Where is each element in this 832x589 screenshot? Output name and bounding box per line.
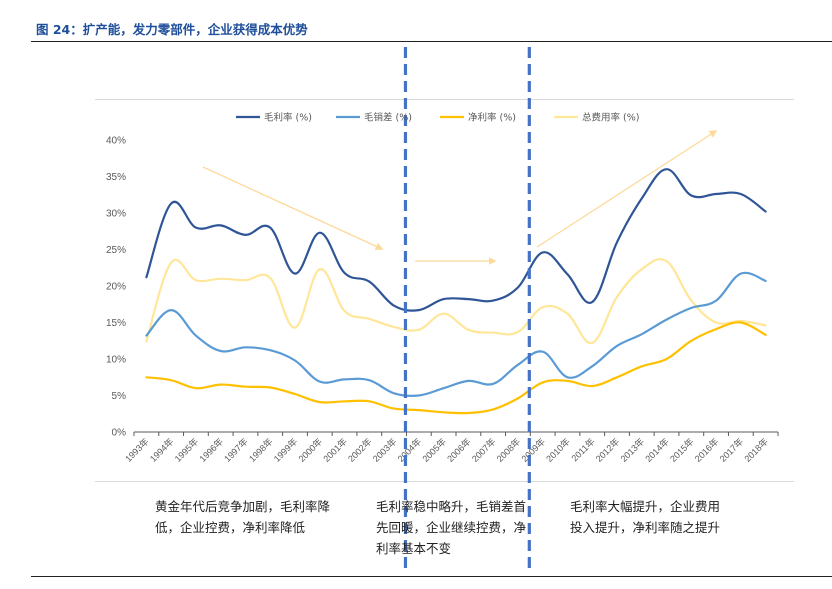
x-tick-label: 1996年 xyxy=(197,436,225,464)
legend-label: 总费用率 (%) xyxy=(582,112,639,124)
x-tick-label: 1998年 xyxy=(246,436,274,464)
chart-bottom-border xyxy=(95,481,794,482)
x-tick-label: 1993年 xyxy=(122,436,150,464)
y-tick-label: 0% xyxy=(112,428,127,439)
x-tick-label: 2017年 xyxy=(717,436,745,464)
y-tick-label: 30% xyxy=(106,209,126,220)
annotation-period-1: 黄金年代后竞争加剧，毛利率降低，企业控费，净利率降低 xyxy=(155,499,331,535)
x-tick-label: 2006年 xyxy=(444,436,472,464)
annotation-period-2: 毛利率稳中略升，毛销差首先回暖，企业继续控费，净利率基本不变 xyxy=(376,499,527,556)
trend-arrow xyxy=(536,130,718,248)
period-dividers xyxy=(403,47,531,568)
chart-legend: 毛利率 (%) 毛销差 (%) 净利率 (%) 总费用率 (%) xyxy=(236,112,639,124)
x-tick-label: 1995年 xyxy=(172,436,200,464)
series-lines xyxy=(145,168,767,415)
x-tick-label: 2005年 xyxy=(420,436,448,464)
y-tick-label: 25% xyxy=(106,245,126,256)
x-tick-label: 2013年 xyxy=(618,436,646,464)
y-tick-label: 35% xyxy=(106,172,126,183)
x-tick-label: 1999年 xyxy=(271,436,299,464)
x-tick-label: 2008年 xyxy=(494,436,522,464)
legend-label: 净利率 (%) xyxy=(468,112,516,124)
trend-arrow xyxy=(202,166,384,250)
y-tick-label: 10% xyxy=(106,355,126,366)
x-tick-label: 2010年 xyxy=(544,436,572,464)
x-tick-label: 2007年 xyxy=(469,436,497,464)
legend-label: 毛利率 (%) xyxy=(264,112,312,124)
x-tick-label: 2002年 xyxy=(345,436,373,464)
y-tick-label: 20% xyxy=(106,282,126,293)
x-tick-label: 2011年 xyxy=(569,436,597,464)
trend-arrows xyxy=(202,130,718,265)
top-rule xyxy=(31,41,832,42)
x-tick-label: 2001年 xyxy=(321,436,349,464)
x-tick-label: 2009年 xyxy=(519,436,547,464)
x-tick-label: 2012年 xyxy=(593,436,621,464)
x-tick-label: 2014年 xyxy=(643,436,671,464)
x-tick-label: 2003年 xyxy=(370,436,398,464)
y-tick-label: 15% xyxy=(106,318,126,329)
x-tick-label: 1994年 xyxy=(147,436,175,464)
chart-top-border xyxy=(95,99,794,100)
bottom-rule xyxy=(31,576,832,577)
figure-title: 图 24：扩产能，发力零部件，企业获得成本优势 xyxy=(36,22,308,37)
y-tick-label: 40% xyxy=(106,136,126,147)
x-tick-label: 2000年 xyxy=(296,436,324,464)
x-tick-label: 1997年 xyxy=(222,436,250,464)
legend-label: 毛销差 (%) xyxy=(364,112,412,124)
series-line xyxy=(145,258,767,345)
x-tick-label: 2015年 xyxy=(667,436,695,464)
annotation-period-3: 毛利率大幅提升，企业费用投入提升，净利率随之提升 xyxy=(570,499,721,535)
x-tick-label: 2004年 xyxy=(395,436,423,464)
x-tick-label: 2016年 xyxy=(692,436,720,464)
x-tick-label: 2018年 xyxy=(742,436,770,464)
series-line xyxy=(145,271,767,398)
y-tick-label: 5% xyxy=(112,391,127,402)
series-line xyxy=(145,168,767,312)
series-line xyxy=(145,321,767,415)
